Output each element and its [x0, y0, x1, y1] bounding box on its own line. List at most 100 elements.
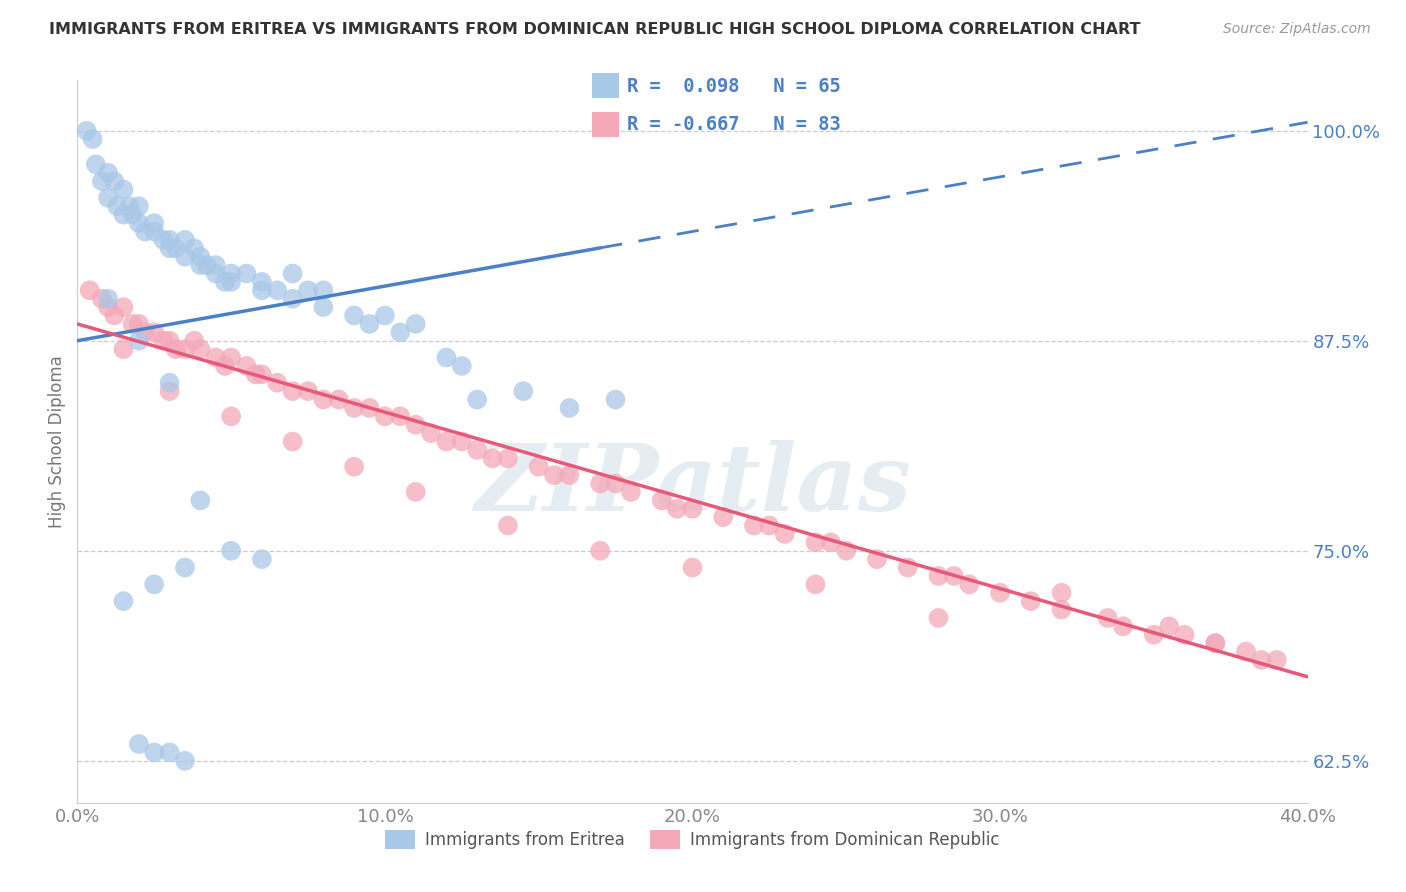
Point — [281, 267, 304, 281]
Point — [620, 485, 643, 500]
Point — [835, 543, 858, 558]
Point — [143, 225, 166, 239]
Point — [312, 300, 335, 314]
Point — [312, 283, 335, 297]
Point — [589, 476, 612, 491]
Point — [159, 384, 181, 398]
Point — [112, 342, 135, 356]
Point — [143, 216, 166, 230]
Point — [219, 275, 242, 289]
Point — [374, 309, 396, 323]
Point — [804, 535, 827, 549]
Point — [682, 501, 704, 516]
Point — [118, 199, 141, 213]
Point — [496, 451, 519, 466]
Point — [742, 518, 765, 533]
Point — [558, 468, 581, 483]
Point — [1204, 636, 1226, 650]
Point — [165, 241, 187, 255]
Point — [465, 392, 488, 407]
Point — [112, 182, 135, 196]
Point — [159, 334, 181, 348]
Point — [405, 417, 427, 432]
Point — [97, 292, 120, 306]
Point — [174, 560, 197, 574]
Point — [128, 737, 150, 751]
Point — [450, 434, 472, 449]
Point — [897, 560, 920, 574]
Point — [174, 342, 197, 356]
Point — [420, 426, 443, 441]
Point — [159, 376, 181, 390]
Point — [405, 485, 427, 500]
Text: R =  0.098   N = 65: R = 0.098 N = 65 — [627, 77, 841, 95]
Point — [188, 258, 212, 272]
Point — [988, 586, 1011, 600]
Point — [174, 250, 197, 264]
Point — [666, 501, 689, 516]
Point — [343, 459, 366, 474]
Point — [711, 510, 734, 524]
Text: ZIPatlas: ZIPatlas — [474, 440, 911, 530]
Text: R = -0.667   N = 83: R = -0.667 N = 83 — [627, 115, 841, 134]
Point — [389, 409, 412, 424]
Point — [481, 451, 503, 466]
Point — [957, 577, 980, 591]
Point — [266, 376, 288, 390]
Point — [188, 342, 212, 356]
Point — [312, 392, 335, 407]
Point — [250, 283, 273, 297]
Point — [297, 384, 319, 398]
Point — [103, 174, 125, 188]
Point — [281, 292, 304, 306]
Point — [204, 351, 226, 365]
Point — [219, 351, 242, 365]
Point — [152, 233, 174, 247]
Point — [543, 468, 565, 483]
Point — [235, 359, 257, 373]
Point — [374, 409, 396, 424]
Point — [165, 342, 187, 356]
Point — [758, 518, 780, 533]
Point — [359, 317, 381, 331]
Point — [297, 283, 319, 297]
Point — [245, 368, 267, 382]
Point — [97, 300, 120, 314]
Point — [195, 258, 218, 272]
Point — [90, 174, 114, 188]
Point — [112, 208, 135, 222]
Point — [1234, 644, 1257, 658]
Point — [121, 317, 143, 331]
Point — [82, 132, 104, 146]
Point — [1097, 611, 1119, 625]
Point — [1019, 594, 1042, 608]
Point — [651, 493, 673, 508]
Point — [281, 434, 304, 449]
Point — [942, 569, 965, 583]
FancyBboxPatch shape — [592, 72, 619, 98]
Point — [436, 434, 458, 449]
Point — [250, 552, 273, 566]
Point — [281, 384, 304, 398]
Point — [359, 401, 381, 415]
Point — [214, 275, 236, 289]
Point — [90, 292, 114, 306]
Point — [84, 157, 107, 171]
Point — [512, 384, 534, 398]
Point — [820, 535, 842, 549]
Point — [928, 569, 950, 583]
Y-axis label: High School Diploma: High School Diploma — [48, 355, 66, 528]
Point — [1143, 628, 1166, 642]
Point — [1112, 619, 1135, 633]
Point — [1204, 636, 1226, 650]
Point — [465, 442, 488, 457]
Point — [112, 300, 135, 314]
Point — [605, 392, 627, 407]
Point — [128, 317, 150, 331]
Point — [97, 191, 120, 205]
Point — [235, 267, 257, 281]
Point — [250, 368, 273, 382]
Point — [76, 124, 98, 138]
Point — [405, 317, 427, 331]
Point — [219, 543, 242, 558]
